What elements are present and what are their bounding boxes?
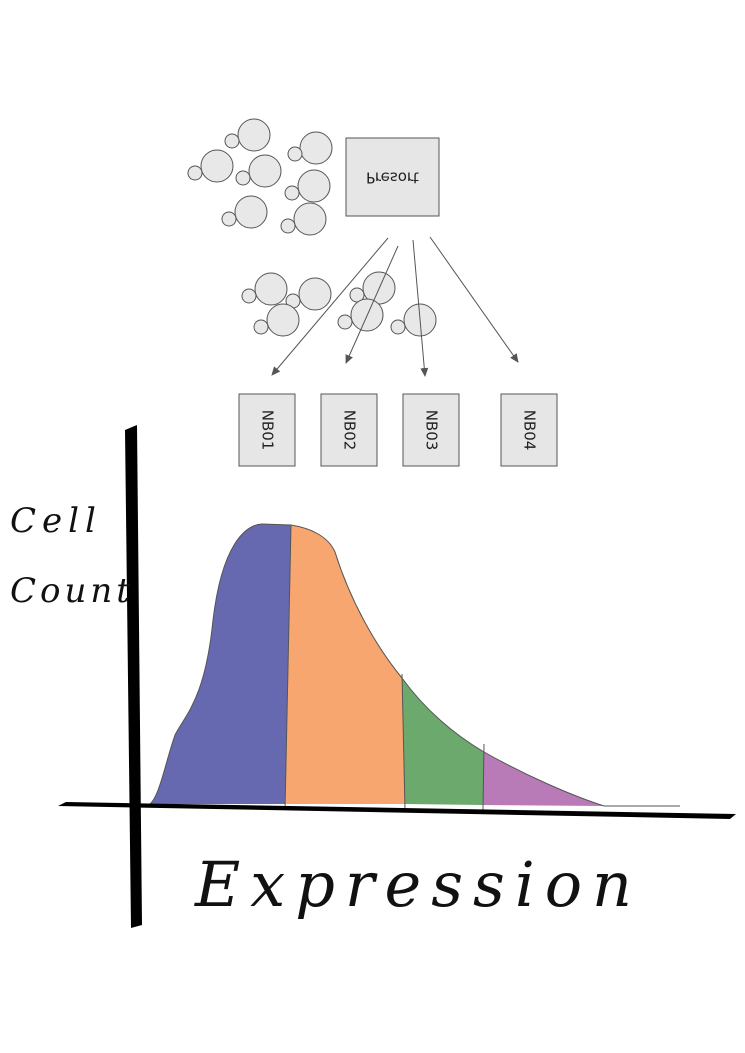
y-axis-label-line2: Count bbox=[10, 571, 134, 611]
divider-3 bbox=[482, 743, 485, 811]
bin-nb04: NB04 bbox=[500, 393, 558, 467]
arrow-to-nb01 bbox=[271, 237, 389, 376]
arrow-to-nb02 bbox=[345, 245, 399, 364]
bin-label-nb01: NB01 bbox=[259, 410, 277, 451]
y-axis-label-line1: Cell bbox=[10, 501, 102, 541]
bin-label-nb03: NB03 bbox=[423, 410, 441, 451]
region-nb03 bbox=[402, 678, 484, 805]
x-axis bbox=[58, 802, 736, 819]
bin-nb01: NB01 bbox=[238, 393, 296, 467]
bin-nb02: NB02 bbox=[320, 393, 378, 467]
axes bbox=[58, 425, 736, 928]
region-nb01 bbox=[150, 524, 291, 804]
y-axis bbox=[125, 425, 142, 928]
bin-nb03: NB03 bbox=[402, 393, 460, 467]
axis-labels: Cell Count Expression bbox=[10, 501, 642, 921]
region-nb04 bbox=[483, 752, 604, 806]
divider-2 bbox=[401, 673, 406, 811]
x-axis-label: Expression bbox=[194, 848, 642, 921]
arrow-to-nb04 bbox=[429, 236, 519, 363]
arrow-to-nb03 bbox=[412, 239, 429, 377]
presort-cell-cluster bbox=[187, 118, 333, 236]
region-nb02 bbox=[285, 525, 405, 804]
sorting-cell-cluster bbox=[241, 271, 437, 337]
expression-distribution bbox=[112, 523, 680, 811]
bin-label-nb04: NB04 bbox=[521, 410, 539, 451]
sort-arrows bbox=[271, 236, 519, 377]
bin-label-nb02: NB02 bbox=[341, 410, 359, 451]
presort-box: Presort bbox=[345, 137, 440, 217]
presort-label: Presort bbox=[366, 169, 419, 187]
divider-1 bbox=[284, 524, 292, 811]
